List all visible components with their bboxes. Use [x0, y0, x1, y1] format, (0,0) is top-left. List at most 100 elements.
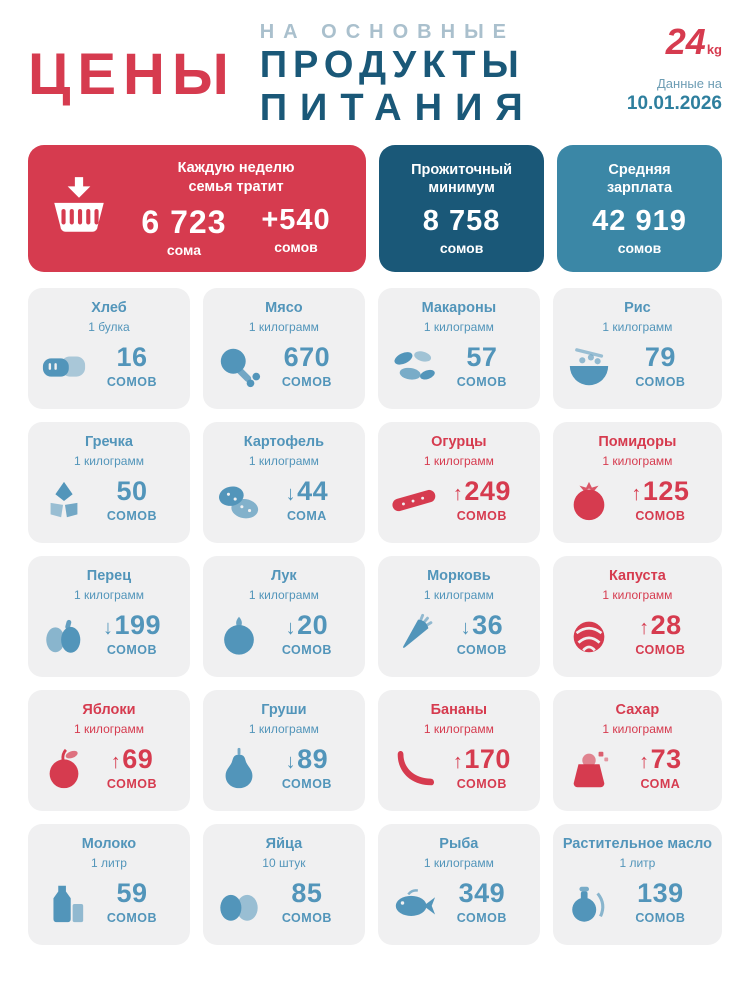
product-price: 249	[464, 476, 511, 507]
product-unit: СОМА	[286, 509, 327, 524]
product-price-block: ↑28 СОМОВ	[612, 612, 709, 658]
trend-arrow: ↑	[452, 483, 464, 506]
product-name: Хлеб	[91, 299, 127, 316]
product-price-block: ↑69 СОМОВ	[87, 744, 177, 792]
product-unit: СОМОВ	[635, 509, 686, 524]
products-grid: Хлеб 1 булка 16 СОМОВ Мясо 1 килограмм 6…	[28, 287, 722, 945]
product-price-block: ↓44 СОМА	[262, 478, 352, 524]
product-card: Бананы 1 килограмм ↑170 СОМОВ	[377, 689, 540, 811]
product-name: Огурцы	[431, 433, 487, 450]
product-price: 125	[642, 476, 690, 507]
subtitle-top: НА ОСНОВНЫЕ	[259, 21, 515, 43]
header: ЦЕНЫ НА ОСНОВНЫЕ ПРОДУКТЫ ПИТАНИЯ 24kg Д…	[28, 20, 722, 129]
product-price-block: ↑125 СОМОВ	[612, 476, 709, 524]
pear-icon	[225, 747, 253, 788]
trend-arrow: ↓	[460, 617, 472, 640]
product-qty: 1 килограмм	[248, 721, 319, 736]
trend-arrow: ↑	[631, 483, 642, 506]
product-price-block: 139 СОМОВ	[612, 880, 709, 926]
product-qty: 1 килограмм	[423, 453, 494, 468]
living-minimum-label: Прожиточный минимум	[411, 161, 513, 197]
product-price-block: 50 СОМОВ	[87, 476, 177, 524]
cabbage-icon	[573, 621, 605, 652]
product-price: 170	[464, 744, 511, 775]
product-unit: СОМОВ	[456, 911, 507, 926]
product-card: Огурцы 1 килограмм ↑249 СОМОВ	[377, 421, 540, 543]
product-unit: СОМОВ	[106, 375, 158, 390]
product-qty: 1 килограмм	[423, 855, 494, 870]
page-title: ЦЕНЫ	[28, 42, 236, 107]
banana-icon	[397, 750, 434, 786]
product-name: Лук	[271, 567, 297, 584]
trend-arrow: ↓	[102, 617, 114, 640]
product-name: Помидоры	[598, 433, 677, 450]
product-card: Гречка 1 килограмм 50 СОМОВ	[28, 421, 190, 543]
product-card: Макароны 1 килограмм 57 СОМОВ	[377, 287, 540, 409]
eggs-icon	[220, 894, 258, 921]
product-qty: 1 килограмм	[73, 721, 144, 736]
trend-arrow: ↑	[639, 617, 650, 640]
product-price-block: ↑170 СОМОВ	[437, 744, 527, 792]
product-qty: 1 килограмм	[248, 453, 319, 468]
product-card: Помидоры 1 килограмм ↑125 СОМОВ	[552, 421, 722, 543]
apple-icon	[49, 748, 79, 788]
product-price: 57	[466, 342, 498, 373]
product-name: Гречка	[84, 433, 133, 450]
weekly-amount-value: 6 723	[141, 203, 227, 240]
product-price-block: ↓89 СОМОВ	[262, 744, 352, 792]
pasta-icon	[394, 351, 435, 380]
product-card: Рыба 1 килограмм 349 СОМОВ	[377, 823, 540, 945]
product-qty: 10 штук	[262, 855, 306, 870]
trend-arrow: ↓	[285, 751, 297, 774]
product-name: Яйца	[265, 835, 303, 852]
logo-24kg: 24kg	[665, 21, 722, 62]
product-price: 349	[458, 878, 506, 909]
product-qty: 1 килограмм	[73, 587, 144, 602]
trend-arrow: ↓	[285, 617, 297, 640]
product-card: Яблоки 1 килограмм ↑69 СОМОВ	[28, 689, 190, 811]
product-name: Картофель	[243, 433, 325, 450]
weekly-change-unit: сомов	[274, 238, 318, 255]
product-unit: СОМА	[640, 777, 681, 792]
product-price: 69	[122, 744, 154, 775]
product-price: 50	[116, 476, 148, 507]
living-minimum-value: 8 758	[422, 205, 501, 238]
fish-icon	[395, 888, 435, 916]
oil-icon	[572, 886, 605, 922]
product-name: Растительное масло	[562, 835, 712, 852]
product-qty: 1 литр	[619, 855, 656, 870]
product-unit: СОМОВ	[281, 643, 332, 658]
basket-icon	[54, 177, 104, 233]
product-price: 670	[283, 342, 331, 373]
product-qty: 1 килограмм	[602, 587, 673, 602]
product-price-block: 57 СОМОВ	[437, 342, 527, 390]
product-price-block: ↓199 СОМОВ	[87, 610, 177, 658]
trend-arrow: ↑	[639, 751, 650, 774]
product-unit: СОМОВ	[456, 777, 507, 792]
product-card: Груши 1 килограмм ↓89 СОМОВ	[202, 689, 365, 811]
product-card: Картофель 1 килограмм ↓44 СОМА	[202, 421, 365, 543]
logo-area: 24kg Данные на 10.01.2026	[627, 20, 722, 115]
product-name: Яблоки	[82, 701, 136, 718]
product-price-block: 349 СОМОВ	[437, 878, 527, 926]
product-price-block: 59 СОМОВ	[87, 880, 177, 926]
product-card: Капуста 1 килограмм ↑28 СОМОВ	[552, 555, 722, 677]
product-card: Лук 1 килограмм ↓20 СОМОВ	[202, 555, 365, 677]
average-salary-unit: сомов	[617, 240, 662, 257]
product-price-block: ↓20 СОМОВ	[262, 612, 352, 658]
product-unit: СОМОВ	[456, 509, 507, 524]
potato-icon	[218, 486, 259, 519]
infographic-page: ЦЕНЫ НА ОСНОВНЫЕ ПРОДУКТЫ ПИТАНИЯ 24kg Д…	[28, 20, 722, 945]
product-price: 16	[116, 342, 148, 373]
product-name: Мясо	[265, 299, 303, 316]
weekly-spend-card: Каждую неделю семья тратит 6 723 сома +5…	[28, 145, 367, 272]
product-name: Перец	[86, 567, 132, 584]
rice-icon	[569, 347, 608, 385]
product-unit: СОМОВ	[635, 911, 686, 926]
product-price: 199	[114, 610, 161, 641]
product-price-block: ↓36 СОМОВ	[437, 612, 527, 658]
trend-arrow: ↓	[285, 483, 297, 506]
product-price: 89	[297, 744, 329, 775]
product-unit: СОМОВ	[106, 777, 158, 792]
trend-arrow: ↑	[110, 751, 122, 774]
